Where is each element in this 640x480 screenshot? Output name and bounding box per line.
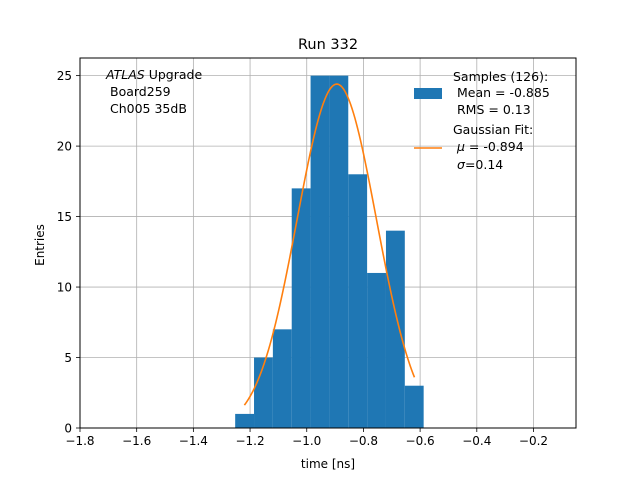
x-tick-label: −1.0 [292,434,321,448]
histogram-bar [272,329,292,428]
axis-ticks: −1.8 −1.6 −1.4 −1.2 −1.0 −0.8 −0.6 −0.4 −0.2 0 5 10… [57,69,548,448]
svg-text:ATLAS Upgrade: ATLAS Upgrade [105,67,202,82]
histogram-bar [385,230,405,428]
x-axis-label: time [ns] [301,457,355,471]
upgrade-word: Upgrade [145,67,203,82]
histogram-bar [235,413,255,428]
histogram-bar [310,75,330,428]
chart-title: Run 332 [298,37,358,53]
y-tick-label: 0 [64,422,72,436]
axes-frame [79,57,577,429]
x-tick-label: −0.2 [519,434,548,448]
histogram-bar [367,272,386,428]
legend: Samples (126): Mean = -0.885 RMS = 0.13 … [414,69,550,172]
x-tick-label: −1.2 [235,434,264,448]
annotation-board: Board259 [110,84,171,99]
y-tick-label: 10 [57,281,72,295]
histogram-bars [235,75,424,428]
y-tick-label: 15 [57,210,72,224]
x-tick-label: −0.4 [462,434,491,448]
atlas-word: ATLAS [105,67,145,82]
x-tick-label: −1.6 [122,434,151,448]
x-tick-label: −1.4 [179,434,208,448]
histogram-bar [329,75,349,428]
atlas-annotation: ATLAS Upgrade Board259 Ch005 35dB [105,67,202,116]
histogram-bar [254,357,273,428]
x-tick-label: −0.8 [349,434,378,448]
y-axis-label: Entries [33,224,47,266]
legend-samples-mean: Mean = -0.885 [457,85,550,100]
histogram-bar [291,188,311,428]
legend-fit-sigma: σ=0.14 [457,157,503,172]
histogram-bar [348,174,368,428]
sigma-symbol: σ [457,157,466,172]
y-tick-label: 5 [64,351,72,365]
gaussian-fit-curve [243,83,416,406]
fit-curve-layer [243,83,416,406]
y-tick-label: 20 [57,140,72,154]
x-tick-label: −0.6 [406,434,435,448]
legend-samples-title: Samples (126): [453,69,548,84]
legend-fit-mu: μ = -0.894 [456,139,524,154]
mu-value: = -0.894 [465,139,524,154]
mu-symbol: μ [456,139,465,154]
legend-samples-swatch [414,88,442,99]
annotation-channel: Ch005 35dB [110,101,187,116]
histogram-bar [404,385,424,428]
x-tick-label: −1.8 [65,434,94,448]
legend-samples-rms: RMS = 0.13 [457,102,531,117]
y-tick-label: 25 [57,69,72,83]
sigma-value: =0.14 [465,157,503,172]
legend-fit-title: Gaussian Fit: [453,122,533,137]
